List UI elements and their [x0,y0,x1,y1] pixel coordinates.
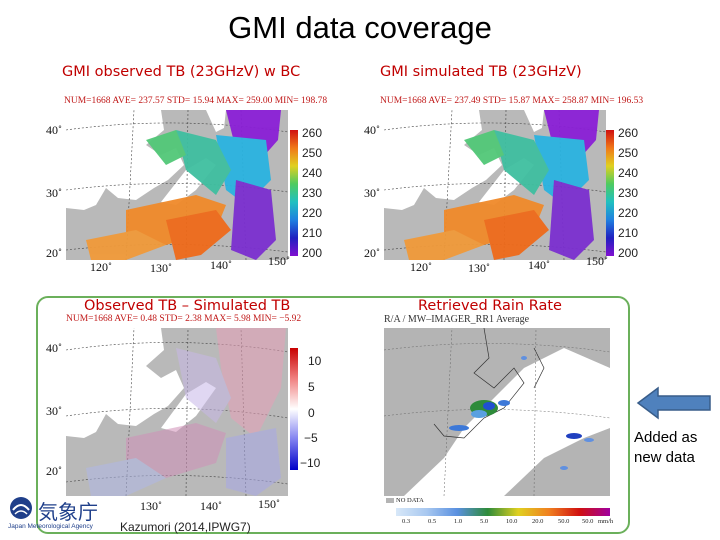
rain-panel-title: Retrieved Rain Rate [418,298,562,314]
simulated-tick-240: 240 [618,166,639,180]
observed-tick-260: 260 [302,126,323,140]
rain-scale-tick-2: 1.0 [454,518,463,525]
difference-tick-0: 0 [308,406,315,420]
difference-tick-minus10: −10 [300,456,321,470]
jma-logo-kanji: 気象庁 [38,500,98,524]
simulated-colorbar [606,130,614,256]
observed-lat-20: 20˚ [46,246,62,260]
observed-stats: NUM=1668 AVE= 237.57 STD= 15.94 MAX= 259… [64,96,328,106]
difference-lon-140: 140˚ [200,499,222,513]
simulated-tick-220: 220 [618,206,639,220]
simulated-lat-30: 30˚ [364,186,380,200]
jma-logo-icon [8,496,34,520]
simulated-tick-230: 230 [618,186,639,200]
observed-panel-title: GMI observed TB (23GHzV) w BC [62,64,301,80]
observed-lon-150: 150˚ [268,254,290,268]
rain-scale-bar [396,508,610,516]
jma-logo-name: Japan Meteorological Agency [8,523,93,530]
rain-scale-tick-4: 10.0 [506,518,518,525]
rain-scale-tick-5: 20.0 [532,518,544,525]
simulated-map-graphic [384,110,606,260]
callout-line-1: Added as [634,429,698,446]
simulated-lat-20: 20˚ [364,246,380,260]
left-arrow-icon [636,386,711,420]
observed-lat-30: 30˚ [46,186,62,200]
rain-scale-tick-0: 0.3 [402,518,411,525]
simulated-lon-120: 120˚ [410,260,432,274]
difference-lat-40: 40˚ [46,341,62,355]
simulated-stats: NUM=1668 AVE= 237.49 STD= 15.87 MAX= 258… [380,96,644,106]
difference-panel-title: Observed TB – Simulated TB [84,298,291,314]
difference-tick-10: 10 [308,354,322,368]
difference-lon-130: 130˚ [140,499,162,513]
rain-scale-tick-7: 50.0 [582,518,594,525]
callout-line-2: new data [634,449,695,466]
simulated-tick-210: 210 [618,226,639,240]
simulated-lon-130: 130˚ [468,261,490,275]
difference-tick-5: 5 [308,380,315,394]
rain-subtitle: R/A / MW–IMAGER_RR1 Average [384,314,530,325]
rain-scale-unit: mm/h [598,518,614,525]
observed-lon-140: 140˚ [210,258,232,272]
difference-lon-150: 150˚ [258,497,280,511]
simulated-tick-200: 200 [618,246,639,260]
page-title: GMI data coverage [228,10,492,45]
difference-tick-minus5: −5 [304,431,318,445]
rain-scale-tick-1: 0.5 [428,518,437,525]
rain-scale-tick-6: 50.0 [558,518,570,525]
observed-lon-120: 120˚ [90,260,112,274]
observed-lat-40: 40˚ [46,123,62,137]
simulated-lat-40: 40˚ [364,123,380,137]
observed-tick-250: 250 [302,146,323,160]
no-data-swatch [386,498,394,503]
observed-map-graphic [66,110,288,260]
observed-tick-230: 230 [302,186,323,200]
simulated-lon-140: 140˚ [528,258,550,272]
observed-map[interactable] [66,110,288,260]
difference-lat-30: 30˚ [46,404,62,418]
credit: Kazumori (2014,IPWG7) [120,520,251,534]
no-data-label: NO DATA [396,497,424,504]
observed-tick-220: 220 [302,206,323,220]
simulated-panel-title: GMI simulated TB (23GHzV) [380,64,582,80]
difference-map[interactable] [66,328,288,496]
rain-map[interactable] [384,328,610,496]
difference-colorbar [290,348,298,470]
bottom-panels-frame [36,296,630,534]
simulated-tick-260: 260 [618,126,639,140]
callout-text: Added as new data [634,428,697,468]
observed-tick-200: 200 [302,246,323,260]
simulated-lon-150: 150˚ [586,254,608,268]
simulated-tick-250: 250 [618,146,639,160]
observed-colorbar [290,130,298,256]
difference-stats: NUM=1668 AVE= 0.48 STD= 2.38 MAX= 5.98 M… [66,314,302,324]
observed-tick-240: 240 [302,166,323,180]
simulated-map[interactable] [384,110,606,260]
difference-lat-20: 20˚ [46,464,62,478]
difference-map-graphic [66,328,288,496]
rain-scale-tick-3: 5.0 [480,518,489,525]
observed-lon-130: 130˚ [150,261,172,275]
observed-tick-210: 210 [302,226,323,240]
rain-map-graphic [384,328,610,496]
